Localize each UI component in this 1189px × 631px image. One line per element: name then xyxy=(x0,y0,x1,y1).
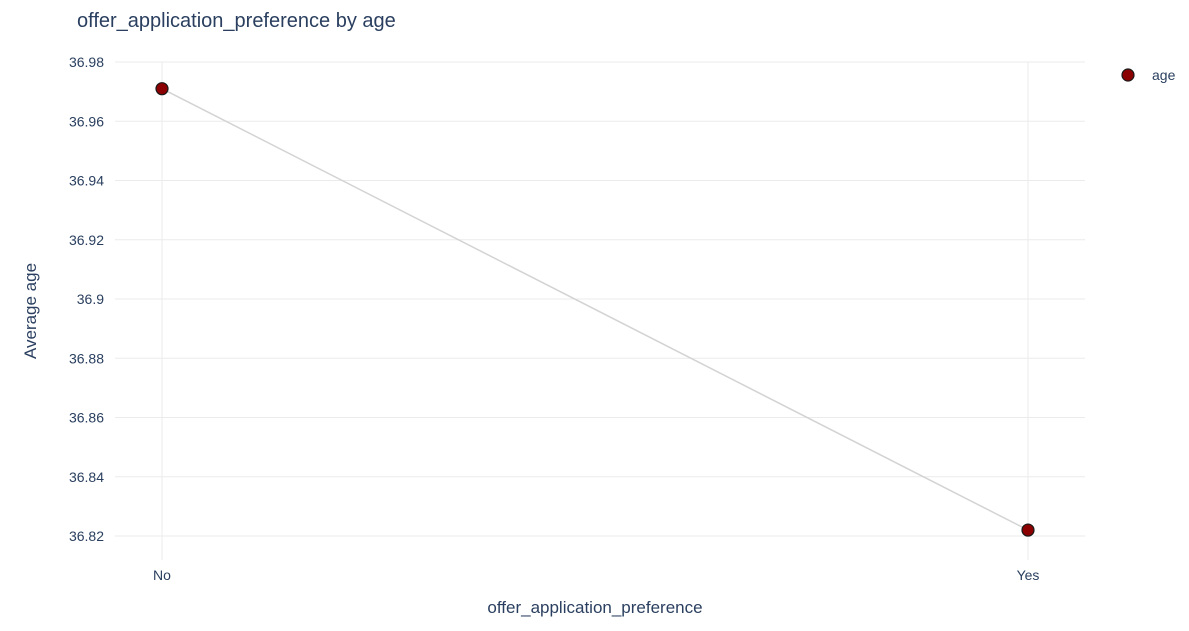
y-tick-label: 36.82 xyxy=(69,528,104,544)
x-axis-ticks: No Yes xyxy=(153,567,1039,583)
series-layer xyxy=(155,82,1035,537)
y-tick-label: 36.88 xyxy=(69,350,104,366)
y-tick-label: 36.9 xyxy=(77,291,104,307)
y-tick-label: 36.94 xyxy=(69,173,104,189)
legend-marker[interactable] xyxy=(1121,68,1135,82)
legend-label[interactable]: age xyxy=(1152,67,1176,83)
legend[interactable]: age xyxy=(1121,67,1176,83)
y-tick-label: 36.98 xyxy=(69,54,104,70)
y-axis-ticks: 36.82 36.84 36.86 36.88 36.9 36.92 36.94 36.96 3… xyxy=(69,54,104,544)
gridlines xyxy=(115,61,1085,560)
data-point[interactable] xyxy=(1021,523,1035,537)
y-tick-label: 36.92 xyxy=(69,232,104,248)
y-tick-label: 36.86 xyxy=(69,410,104,426)
x-axis-title: offer_application_preference xyxy=(487,598,702,617)
chart-title: offer_application_preference by age xyxy=(77,10,396,32)
x-tick-label: Yes xyxy=(1017,567,1040,583)
x-tick-label: No xyxy=(153,567,171,583)
y-tick-label: 36.84 xyxy=(69,469,104,485)
y-tick-label: 36.96 xyxy=(69,113,104,129)
y-axis-title: Average age xyxy=(21,263,40,359)
data-point[interactable] xyxy=(155,82,169,96)
series-line xyxy=(161,87,1029,531)
